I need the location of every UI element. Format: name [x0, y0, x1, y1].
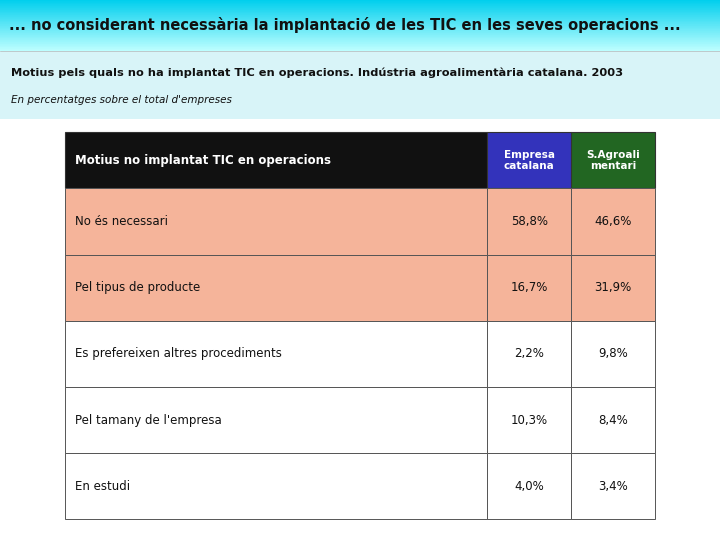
Bar [572, 387, 655, 453]
Bar [487, 387, 572, 453]
Bar [0, 29, 720, 30]
Bar [0, 39, 720, 40]
Text: 46,6%: 46,6% [595, 215, 632, 228]
Bar [572, 188, 655, 255]
Bar [572, 132, 655, 188]
Text: 4,0%: 4,0% [514, 480, 544, 493]
Bar [0, 31, 720, 32]
Bar [0, 5, 720, 6]
Bar [572, 321, 655, 387]
Bar [0, 50, 720, 51]
Text: 10,3%: 10,3% [510, 414, 548, 427]
Bar [0, 26, 720, 27]
Bar [0, 4, 720, 5]
Bar [487, 188, 572, 255]
Text: Empresa
catalana: Empresa catalana [504, 150, 554, 171]
Bar [0, 13, 720, 14]
Bar [0, 34, 720, 35]
Bar [487, 321, 572, 387]
Bar [0, 37, 720, 38]
Text: En estudi: En estudi [76, 480, 130, 493]
Bar [65, 387, 487, 453]
Text: 31,9%: 31,9% [595, 281, 632, 294]
Text: S.Agroali
mentari: S.Agroali mentari [586, 150, 640, 171]
Bar [65, 132, 487, 188]
Bar [0, 7, 720, 8]
Bar [0, 44, 720, 45]
Text: No és necessari: No és necessari [76, 215, 168, 228]
Bar [0, 10, 720, 11]
Bar [0, 49, 720, 50]
Text: 2,2%: 2,2% [514, 347, 544, 361]
Bar [0, 47, 720, 48]
Text: 3,4%: 3,4% [598, 480, 628, 493]
Bar [0, 24, 720, 25]
Bar [0, 46, 720, 47]
Bar [0, 41, 720, 42]
Bar [0, 25, 720, 26]
Bar [0, 9, 720, 10]
Text: 16,7%: 16,7% [510, 281, 548, 294]
Bar [0, 38, 720, 39]
Bar [0, 33, 720, 34]
Bar [0, 8, 720, 9]
Bar [0, 14, 720, 15]
Bar [0, 11, 720, 12]
Bar [0, 18, 720, 19]
Bar [0, 36, 720, 37]
Bar [0, 32, 720, 33]
Bar [0, 1, 720, 2]
Bar [0, 28, 720, 29]
Text: Pel tipus de producte: Pel tipus de producte [76, 281, 201, 294]
Bar [487, 132, 572, 188]
Text: En percentatges sobre el total d'empreses: En percentatges sobre el total d'emprese… [11, 95, 232, 105]
Bar [0, 20, 720, 21]
Text: 9,8%: 9,8% [598, 347, 628, 361]
Text: 8,4%: 8,4% [598, 414, 628, 427]
Text: Es prefereixen altres procediments: Es prefereixen altres procediments [76, 347, 282, 361]
Bar [0, 23, 720, 24]
Text: Pel tamany de l'empresa: Pel tamany de l'empresa [76, 414, 222, 427]
Bar [572, 255, 655, 321]
Text: Motius no implantat TIC en operacions: Motius no implantat TIC en operacions [76, 154, 331, 167]
Bar [0, 35, 720, 36]
Bar [65, 255, 487, 321]
Text: Motius pels quals no ha implantat TIC en operacions. Indústria agroalimentària c: Motius pels quals no ha implantat TIC en… [11, 68, 623, 78]
Bar [572, 453, 655, 519]
Bar [0, 0, 720, 1]
Bar [0, 45, 720, 46]
Bar [0, 30, 720, 31]
Bar [0, 15, 720, 16]
Text: ... no considerant necessària la implantació de les TIC en les seves operacions : ... no considerant necessària la implant… [9, 17, 680, 32]
Text: 58,8%: 58,8% [510, 215, 548, 228]
Bar [0, 12, 720, 13]
Bar [0, 48, 720, 49]
Bar [65, 188, 487, 255]
Bar [487, 255, 572, 321]
Bar [0, 19, 720, 20]
Bar [0, 22, 720, 23]
Bar [0, 43, 720, 44]
Bar [0, 6, 720, 7]
Bar [65, 321, 487, 387]
Bar [0, 42, 720, 43]
Bar [0, 3, 720, 4]
Bar [0, 17, 720, 18]
Bar [0, 27, 720, 28]
Bar [0, 2, 720, 3]
Bar [0, 40, 720, 41]
Bar [0, 21, 720, 22]
Bar [65, 453, 487, 519]
Bar [487, 453, 572, 519]
Bar [0, 16, 720, 17]
